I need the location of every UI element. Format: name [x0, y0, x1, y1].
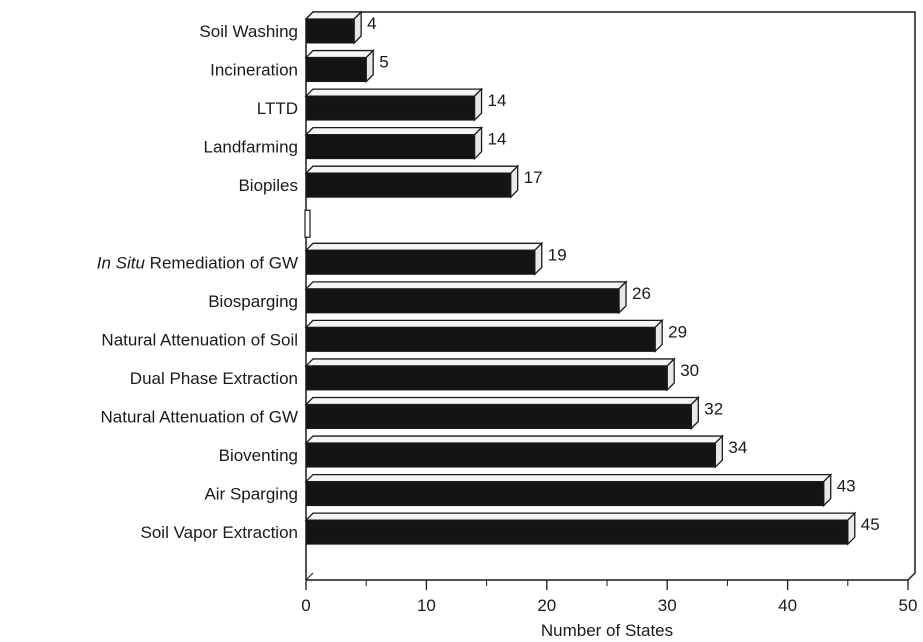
x-tick-label: 50	[899, 596, 918, 615]
bar-layer	[304, 10, 857, 546]
bar	[304, 87, 484, 122]
x-tick-label: 30	[658, 596, 677, 615]
x-tick-label: 40	[778, 596, 797, 615]
bar-top-face	[304, 49, 375, 59]
bar-front-face	[305, 249, 536, 275]
bar-top-face	[304, 319, 664, 329]
value-label: 4	[367, 14, 376, 33]
x-axis-title: Number of States	[541, 621, 673, 640]
bar	[304, 318, 664, 353]
category-label: LTTD	[257, 99, 298, 118]
bar	[304, 241, 544, 276]
x-tick-label: 0	[301, 596, 310, 615]
bar-front-face	[305, 404, 692, 429]
category-label: Natural Attenuation of GW	[101, 408, 299, 427]
value-label: 14	[488, 130, 507, 149]
bar	[304, 164, 520, 199]
bar	[304, 280, 628, 315]
gap-marker	[304, 209, 311, 238]
value-label: 14	[488, 91, 507, 110]
value-label: 19	[548, 245, 567, 264]
bar-top-face	[304, 435, 724, 444]
value-label: 5	[379, 53, 388, 72]
bar-top-face	[304, 11, 363, 20]
bar-front-face	[305, 57, 367, 83]
bar-top-face	[304, 473, 833, 483]
bar-front-face	[305, 172, 512, 198]
floor-edge	[305, 572, 314, 581]
bar-front-face	[305, 134, 476, 160]
bar	[304, 357, 676, 392]
value-label: 30	[680, 361, 699, 380]
bar-top-face	[304, 88, 484, 97]
bar-front-face	[305, 326, 656, 352]
bar-front-face	[305, 481, 825, 507]
bar-front-face	[305, 442, 716, 468]
bar-front-face	[305, 519, 849, 545]
category-label-layer: Soil Washing Incineration LTTD Landfarming B…	[97, 22, 298, 542]
category-label: Biosparging	[208, 292, 298, 311]
bar	[304, 395, 700, 431]
value-label: 26	[632, 284, 651, 303]
bar-top-face	[304, 165, 520, 174]
value-label: 32	[704, 400, 723, 419]
value-label: 45	[861, 515, 880, 534]
category-label: Landfarming	[203, 138, 298, 157]
category-label: Soil Washing	[199, 22, 298, 41]
bar-top-face	[304, 512, 857, 521]
category-label: In Situ Remediation of GW	[97, 253, 298, 272]
bar-top-face	[304, 396, 700, 406]
bar-top-face	[304, 358, 676, 367]
value-label: 29	[668, 322, 687, 341]
category-label: Natural Attenuation of Soil	[101, 330, 298, 349]
category-label: Bioventing	[219, 446, 298, 465]
bar	[304, 511, 857, 546]
bar-top-face	[304, 242, 544, 251]
category-label: Biopiles	[238, 176, 298, 195]
bar	[304, 126, 484, 161]
bar-front-face	[305, 365, 668, 391]
bar	[304, 473, 833, 508]
category-label: Soil Vapor Extraction	[141, 523, 298, 542]
bar-front-face	[305, 288, 620, 314]
x-tick-label: 20	[537, 596, 556, 615]
x-tick-label: 10	[417, 596, 436, 615]
category-label: Incineration	[210, 61, 298, 80]
bar	[304, 10, 363, 45]
bar-front-face	[305, 95, 476, 121]
value-label: 43	[837, 477, 856, 496]
category-label: Dual Phase Extraction	[130, 369, 298, 388]
value-label: 17	[524, 168, 543, 187]
bar	[304, 434, 724, 469]
bar-top-face	[304, 281, 628, 290]
bar-top-face	[304, 127, 484, 136]
x-axis: 0 10 20 30 40 50	[301, 579, 918, 615]
bar-front-face	[305, 18, 355, 44]
category-label: Air Sparging	[204, 485, 298, 504]
value-label: 34	[728, 438, 747, 457]
bar	[304, 48, 375, 84]
